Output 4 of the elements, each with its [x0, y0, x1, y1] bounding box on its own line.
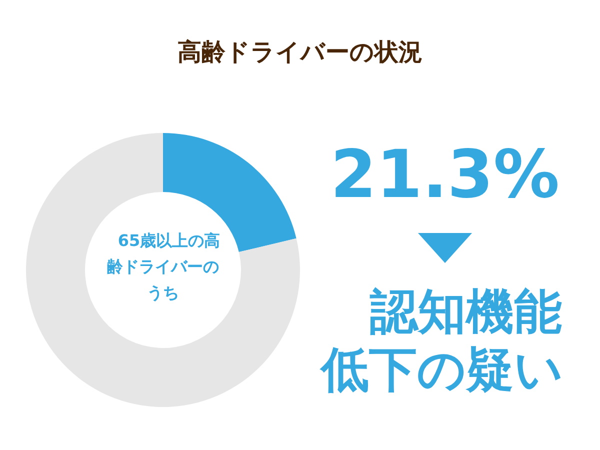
chart-title: 高齢ドライバーの状況	[176, 37, 424, 68]
text: 65歳以上の高齢ドライバーのうち	[106, 230, 222, 304]
legend-label: 認知機能低下の疑い	[320, 283, 564, 399]
data-label: 21.3%	[330, 135, 560, 215]
